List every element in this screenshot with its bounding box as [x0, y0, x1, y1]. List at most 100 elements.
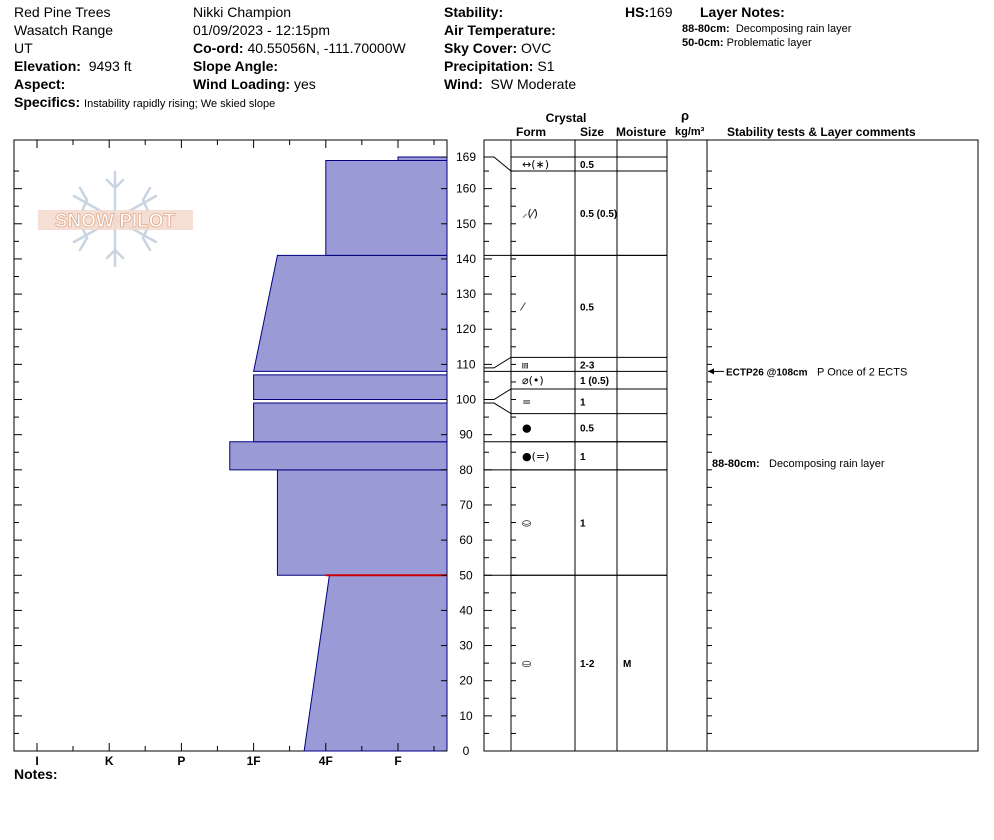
precip-value: S1 — [537, 58, 555, 74]
coord-value: 40.55056N, -111.70000W — [247, 40, 406, 56]
crystal-form: ● — [522, 422, 532, 435]
layer-note-2-range: 50-0cm: — [682, 37, 724, 49]
sky-cover: Sky Cover: OVC — [444, 39, 551, 57]
form-header: Form — [516, 125, 546, 139]
y-tick-label: 100 — [456, 393, 476, 407]
coordinates: Co-ord: 40.55056N, -111.70000W — [193, 39, 406, 57]
crystal-form: ⌀(•) — [522, 374, 544, 387]
crystal-size: 0.5 — [580, 160, 594, 171]
hardness-layer — [229, 441, 448, 471]
y-tick-label: 50 — [459, 568, 473, 582]
elevation-label: Elevation: — [14, 58, 81, 74]
moisture-value: M — [623, 659, 631, 670]
y-tick-label: 0 — [463, 744, 470, 758]
hardness-layer — [303, 574, 448, 752]
hs-value: 169 — [649, 4, 673, 20]
y-tick-label: 160 — [456, 182, 476, 196]
x-tick-label: I — [35, 754, 38, 768]
specifics-value: Instability rapidly rising; We skied slo… — [84, 98, 276, 110]
layer-note-1: 88-80cm: Decomposing rain layer — [682, 22, 851, 37]
hs-label: HS: — [625, 4, 650, 20]
x-tick-label: 1F — [247, 754, 261, 768]
sky-value: OVC — [521, 40, 552, 56]
wind: Wind: SW Moderate — [444, 75, 576, 93]
crystal-form: ↔(∗) — [522, 158, 549, 171]
layer-note-2-text: Problematic layer — [726, 37, 812, 49]
y-tick-label: 130 — [456, 287, 476, 301]
crystal-form: ⁄ — [519, 300, 526, 313]
strat-table-frame — [483, 139, 979, 752]
snow-height: HS:169 — [625, 3, 672, 21]
sky-label: Sky Cover: — [444, 40, 518, 56]
crystal-form: = — [522, 395, 531, 408]
elevation-value: 9493 ft — [88, 58, 132, 74]
crystal-size: 0.5 — [580, 302, 594, 313]
x-tick-label: P — [177, 754, 185, 768]
logo-text: SNOW PILOT — [55, 211, 176, 232]
density-unit-header: kg/m³ — [675, 126, 705, 138]
hardness-layer — [397, 156, 448, 162]
crystal-form: ⛀ — [522, 657, 531, 670]
y-tick-label: 30 — [459, 639, 473, 653]
stability: Stability: — [444, 3, 503, 21]
stability-label: Stability: — [444, 4, 504, 20]
x-tick-label: 4F — [319, 754, 333, 768]
elevation: Elevation: 9493 ft — [14, 57, 132, 75]
crystal-size: 1 — [580, 452, 586, 463]
observer-name: Nikki Champion — [193, 4, 292, 20]
x-tick-label: K — [105, 754, 114, 768]
precipitation: Precipitation: S1 — [444, 57, 554, 75]
size-header: Size — [580, 125, 604, 139]
crystal-size: 1 — [580, 519, 586, 530]
slope-angle: Slope Angle: — [193, 57, 278, 75]
wind-loading-label: Wind Loading: — [193, 76, 291, 92]
layer-note-1-text: Decomposing rain layer — [735, 23, 852, 35]
stability-test-arrowhead — [708, 368, 714, 375]
y-tick-label: 150 — [456, 217, 476, 231]
boundary-link-line — [484, 388, 512, 401]
moisture-header: Moisture — [616, 125, 666, 139]
layer-note-2: 50-0cm: Problematic layer — [682, 36, 812, 51]
state-name: UT — [14, 40, 33, 56]
y-tick-label: 20 — [459, 674, 473, 688]
air-temp-label: Air Temperature: — [444, 22, 556, 38]
aspect-label: Aspect: — [14, 76, 66, 92]
crystal-form: ●(=) — [522, 450, 549, 463]
air-temperature: Air Temperature: — [444, 21, 556, 39]
crystal-size: 1 — [580, 397, 586, 408]
hardness-layer — [253, 402, 448, 443]
layer-notes-label: Layer Notes: — [700, 4, 785, 20]
boundary-link-line — [484, 356, 512, 369]
hardness-layer — [253, 374, 448, 401]
layer-comment-range: 88-80cm: — [712, 458, 760, 470]
wind-loading-value: yes — [293, 76, 316, 92]
y-tick-label: 10 — [459, 709, 473, 723]
y-tick-label: 70 — [459, 498, 473, 512]
y-tick-label: 40 — [459, 603, 473, 617]
aspect: Aspect: — [14, 75, 65, 93]
hardness-layer — [252, 254, 448, 372]
range-name: Wasatch Range — [14, 22, 114, 38]
wind-loading: Wind Loading: yes — [193, 75, 316, 93]
location-name: Red Pine Trees — [14, 4, 111, 20]
y-tick-label: 169 — [456, 150, 476, 164]
precip-label: Precipitation: — [444, 58, 534, 74]
layer-notes-title: Layer Notes: — [700, 3, 785, 21]
y-tick-label: 120 — [456, 322, 476, 336]
boundary-link-line — [484, 156, 512, 172]
slope-label: Slope Angle: — [193, 58, 279, 74]
crystal-size: 1 (0.5) — [580, 376, 609, 387]
crystal-form: ⸝(⁄) — [522, 207, 538, 220]
crystal-form: ⛀ — [522, 517, 531, 530]
stability-test-comment: P Once of 2 ECTS — [817, 366, 907, 378]
wind-label: Wind: — [444, 76, 483, 92]
snowpilot-logo: SNOW PILOT — [38, 170, 193, 268]
specifics: Specifics: Instability rapidly rising; W… — [14, 93, 275, 113]
y-tick-label: 80 — [459, 463, 473, 477]
crystal-header: Crystal — [546, 111, 587, 125]
hardness-layer — [276, 469, 448, 576]
x-tick-label: F — [394, 754, 401, 768]
coord-label: Co-ord: — [193, 40, 244, 56]
specifics-label: Specifics: — [14, 94, 81, 110]
